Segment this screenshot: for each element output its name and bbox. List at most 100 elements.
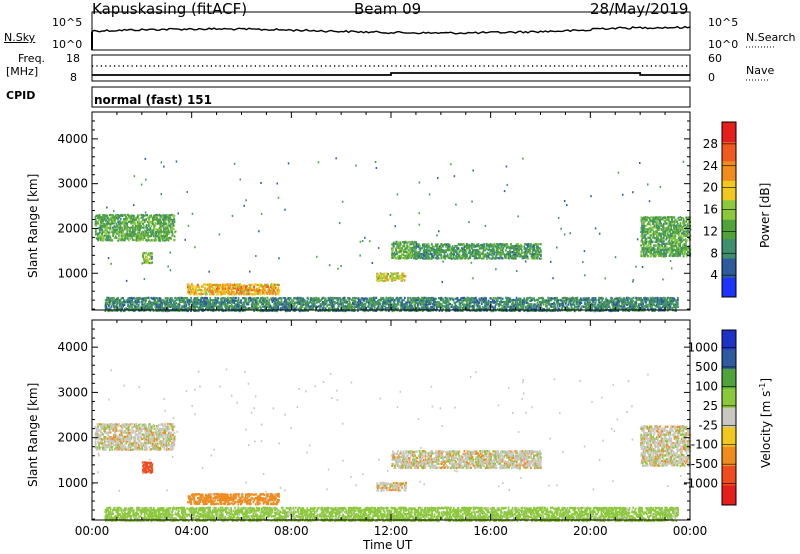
power-cell	[675, 249, 678, 252]
power-cell	[236, 285, 239, 289]
power-cell	[311, 297, 314, 300]
power-cell	[476, 305, 479, 308]
power-cell	[234, 303, 237, 306]
power-cell	[454, 297, 457, 300]
power-cell	[140, 237, 142, 240]
power-cell	[642, 242, 645, 245]
power-cell	[264, 303, 267, 306]
power-cell	[194, 309, 197, 312]
power-cell	[573, 310, 576, 313]
power-cell	[431, 257, 433, 260]
power-cell	[487, 301, 490, 304]
power-cell	[656, 242, 659, 245]
power-cell	[107, 298, 110, 301]
power-cell	[377, 299, 379, 302]
power-cell	[248, 297, 251, 300]
power-cell	[157, 232, 160, 235]
power-cell	[535, 245, 538, 248]
power-cell	[429, 247, 432, 250]
power-cell	[400, 307, 402, 310]
power-cell	[229, 291, 232, 294]
power-cell	[105, 214, 108, 217]
power-cell	[666, 218, 669, 221]
power-cell	[435, 297, 437, 300]
power-cell	[276, 309, 279, 312]
power-cell	[534, 305, 536, 308]
power-cell	[573, 303, 575, 306]
power-cell	[94, 218, 97, 221]
power-cell	[671, 232, 673, 235]
power-cell	[128, 226, 131, 230]
power-cell	[543, 298, 545, 302]
power-cell	[406, 251, 409, 254]
power-cell	[339, 297, 341, 300]
power-cell	[518, 245, 521, 248]
power-cell	[204, 289, 206, 292]
power-cell	[147, 305, 150, 308]
power-cell	[328, 309, 331, 312]
power-cell	[125, 220, 128, 223]
power-cell	[655, 216, 658, 219]
power-cell	[511, 305, 514, 308]
power-cell	[230, 299, 233, 302]
power-cell	[147, 253, 149, 257]
power-cell	[259, 293, 262, 296]
power-cell	[530, 253, 533, 256]
power-cell	[256, 307, 258, 311]
power-cell	[150, 301, 152, 304]
power-cell	[396, 245, 399, 248]
power-cell	[424, 299, 427, 302]
power-cell	[172, 219, 174, 222]
power-cell	[668, 224, 671, 227]
power-cell	[394, 242, 397, 245]
power-cell	[538, 251, 541, 254]
power-cell	[532, 309, 535, 312]
power-cell	[148, 303, 150, 306]
power-cell	[224, 301, 226, 304]
power-cell	[383, 299, 385, 302]
power-cell	[113, 307, 116, 310]
power-cell	[475, 303, 478, 306]
power-cell	[201, 292, 203, 295]
power-cell	[274, 291, 277, 294]
power-cell	[137, 300, 139, 304]
power-cell	[228, 299, 231, 302]
power-cell	[383, 280, 385, 283]
power-cell	[575, 303, 578, 306]
power-cell	[359, 299, 362, 302]
power-cell	[533, 303, 536, 306]
power-cell	[509, 249, 511, 252]
power-cell	[258, 291, 260, 294]
power-cell	[358, 307, 361, 310]
power-cell	[129, 214, 132, 217]
power-cell	[121, 226, 123, 229]
power-cell	[257, 292, 260, 295]
power-cell	[316, 297, 319, 300]
power-cell	[133, 234, 135, 237]
power-cell	[155, 216, 157, 219]
power-cell	[332, 309, 334, 312]
power-cell	[561, 307, 564, 310]
power-cell	[109, 218, 112, 221]
power-cell	[245, 299, 247, 302]
power-cell	[102, 225, 104, 228]
power-cell	[673, 248, 676, 252]
power-cell	[657, 250, 660, 253]
power-cell	[337, 303, 339, 306]
power-cell	[580, 305, 583, 308]
power-cell	[665, 252, 667, 255]
power-cell	[408, 254, 411, 257]
power-cell	[277, 297, 280, 300]
power-cell	[272, 305, 275, 308]
power-cell	[394, 307, 397, 310]
power-cell	[436, 303, 438, 306]
power-cell	[466, 245, 469, 248]
power-cell	[483, 248, 485, 252]
power-cell	[227, 309, 230, 312]
power-cell	[388, 297, 391, 300]
power-cell	[655, 232, 657, 236]
power-cell	[213, 289, 216, 292]
power-cell	[382, 274, 385, 277]
power-cell	[204, 287, 206, 290]
power-cell	[162, 218, 165, 221]
